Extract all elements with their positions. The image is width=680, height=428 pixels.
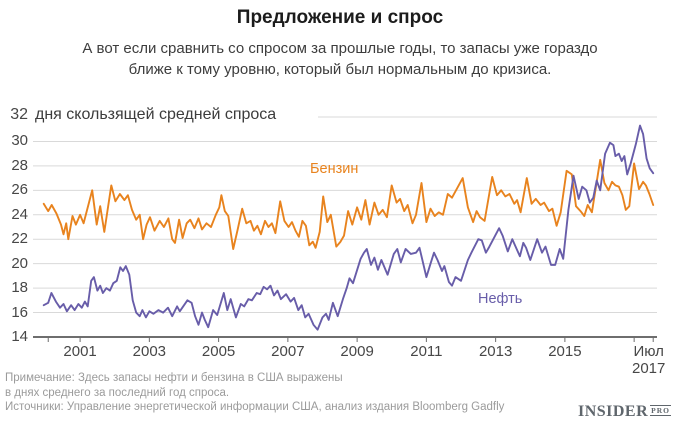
x-tick-label-2013: 2013 xyxy=(478,343,513,360)
logo-name: INSIDER xyxy=(577,403,649,420)
y-tick-label-22: 22 xyxy=(11,230,28,248)
x-tick-label-2003: 2003 xyxy=(132,343,167,360)
series-label-gasoline: Бензин xyxy=(310,161,359,177)
y-tick-label-28: 28 xyxy=(11,156,28,174)
y-tick-label-24: 24 xyxy=(11,205,28,223)
y-tick-label-16: 16 xyxy=(11,303,28,321)
x-tick-label-2009: 2009 xyxy=(340,343,374,360)
x-tick-label-2007: 2007 xyxy=(271,343,305,360)
y-tick-label-20: 20 xyxy=(11,254,28,272)
y-tick-top-label: 32 xyxy=(10,106,28,123)
y-tick-label-30: 30 xyxy=(11,132,28,150)
logo-suffix: PRO xyxy=(650,404,671,416)
gasoline-line xyxy=(42,158,655,250)
y-axis-title: дня скользящей средней спроса xyxy=(35,106,277,123)
chart-title: Предложение и спрос xyxy=(236,7,444,28)
x-tick-label-Июл-2017: Июл 2017 xyxy=(632,343,666,377)
y-tick-label-26: 26 xyxy=(11,181,28,199)
x-tick-label-2005: 2005 xyxy=(201,343,236,360)
series-label-oil: Нефть xyxy=(478,291,523,307)
x-tick-label-2011: 2011 xyxy=(410,343,443,360)
chart-subtitle: А вот если сравнить со спросом за прошлы… xyxy=(82,40,598,78)
insider-pro-logo: INSIDER PRO xyxy=(578,403,671,421)
x-tick-label-2001: 2001 xyxy=(63,343,97,360)
y-tick-label-18: 18 xyxy=(11,279,28,297)
x-tick-label-2015: 2015 xyxy=(548,343,582,360)
oil-line xyxy=(42,124,655,331)
y-axis-header: 32 дня скользящей средней спроса xyxy=(0,106,276,124)
y-tick-label-14: 14 xyxy=(11,328,28,345)
footnote-sources: Примечание: Здесь запасы нефти и бензина… xyxy=(5,372,505,413)
